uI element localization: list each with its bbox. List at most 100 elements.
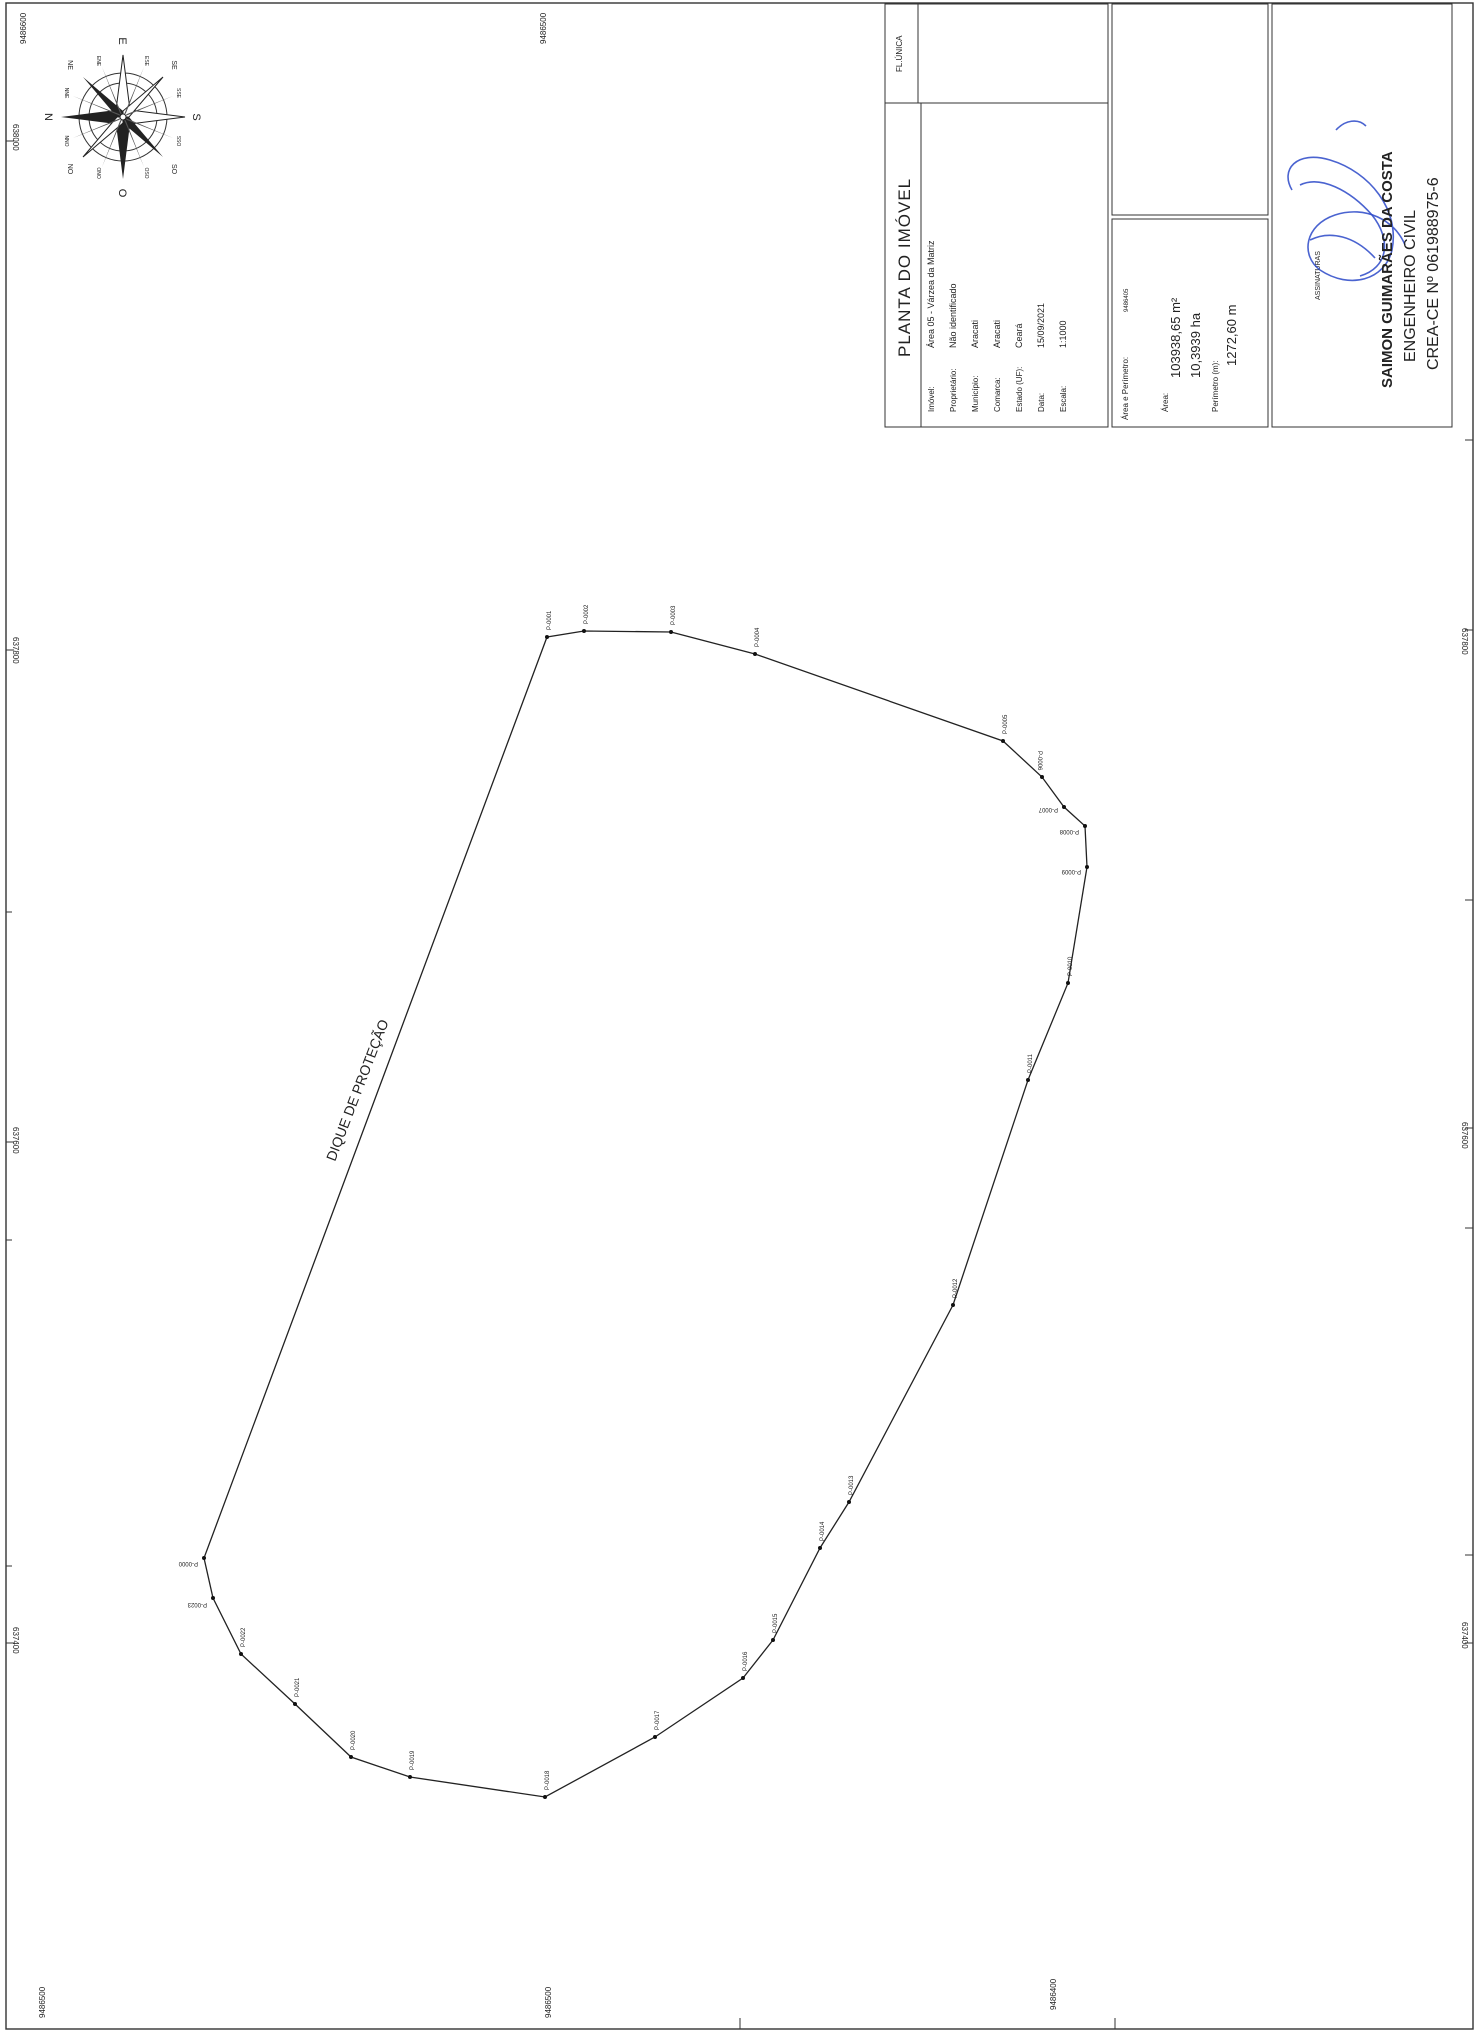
- vertex-label: P-0000: [178, 1560, 198, 1566]
- field-value-estado: Ceará: [1014, 323, 1024, 348]
- vertex-p0010: P-0010: [1066, 956, 1074, 985]
- vertex-p0000: P-0000: [178, 1556, 206, 1566]
- compass-label-n: N: [42, 113, 54, 121]
- vertex-label: P-0006: [1036, 751, 1042, 771]
- dike-label: DIQUE DE PROTEÇÃO: [323, 1017, 392, 1163]
- field-label-data: Data:: [1037, 393, 1046, 412]
- grid-label-right: 637800: [1460, 628, 1469, 655]
- title-box-main: [884, 3, 1109, 428]
- field-label-municipio: Município:: [971, 376, 980, 412]
- compass-label-so: SO: [170, 164, 177, 175]
- grid-label-top: 9486500: [539, 12, 548, 44]
- engineer-title: ENGENHEIRO CIVIL: [1402, 210, 1419, 362]
- area-header-code: 9486405: [1124, 288, 1130, 312]
- vertex-p0012: P-0012: [951, 1278, 959, 1307]
- vertex-p0007: P-0007: [1038, 805, 1066, 812]
- vertex-label: P-0023: [187, 1601, 207, 1607]
- vertex-label: P-0021: [295, 1677, 301, 1697]
- property-map: DIQUE DE PROTEÇÃO P-0001 P-0002 P-0003 P…: [178, 604, 1089, 1799]
- compass-label-nno: NNO: [63, 135, 69, 146]
- grid-label-right: 637400: [1460, 1622, 1469, 1649]
- field-label-imovel: Imóvel:: [927, 386, 936, 412]
- vertex-label: P-0002: [584, 604, 590, 624]
- engineer-name: SAIMON GUIMARÃES DA COSTA: [1378, 151, 1396, 388]
- vertex-label: P-0016: [743, 1651, 749, 1671]
- compass-label-ono: ONO: [95, 167, 101, 179]
- vertex-p0020: P-0020: [349, 1730, 357, 1759]
- vertex-label: P-0012: [953, 1278, 959, 1298]
- compass-label-no: NO: [66, 164, 73, 175]
- handwritten-signature: [1287, 120, 1406, 282]
- grid-label-left: 637800: [11, 637, 20, 664]
- vertex-label: P-0003: [671, 605, 677, 625]
- plan-title: PLANTA DO IMÓVEL: [895, 178, 914, 357]
- field-value-municipio: Aracati: [970, 320, 980, 348]
- engineer-crea: CREA-CE Nº 061988975-6: [1425, 177, 1442, 370]
- vertex-label: P-0019: [410, 1750, 416, 1770]
- vertex-p0019: P-0019: [408, 1750, 416, 1779]
- vertex-p0006: P-0006: [1036, 751, 1044, 779]
- vertex-p0011: P-0011: [1026, 1053, 1034, 1082]
- area-label: Área:: [1161, 393, 1170, 412]
- grid-label-bottom: 9486400: [1049, 1978, 1058, 2010]
- grid-label-top: 9486600: [19, 12, 28, 44]
- vertex-p0005: P-0005: [1001, 714, 1009, 743]
- field-label-estado: Estado (UF):: [1015, 367, 1024, 412]
- vertex-p0015: P-0015: [771, 1613, 779, 1642]
- vertex-label: P-0007: [1038, 806, 1058, 812]
- grid-label-left: 637600: [11, 1127, 20, 1154]
- compass-label-nne: NNE: [63, 88, 69, 99]
- vertex-label: P-0022: [241, 1627, 247, 1647]
- field-value-data: 15/09/2021: [1036, 303, 1046, 348]
- perimeter-label: Perímetro (m):: [1211, 360, 1220, 412]
- left-grid-ticks: [6, 140, 14, 1644]
- vertex-p0008: P-0008: [1059, 824, 1087, 834]
- drawing-frame: [5, 2, 1474, 2030]
- vertex-p0013: P-0013: [847, 1475, 855, 1504]
- property-boundary: [203, 630, 1088, 1798]
- perimeter-value: 1272,60 m: [1224, 305, 1239, 366]
- vertex-label: P-0011: [1028, 1053, 1034, 1073]
- compass-label-se: SE: [170, 60, 177, 70]
- vertex-p0001: P-0001: [545, 610, 553, 639]
- compass-label-ne: NE: [66, 60, 73, 70]
- vertex-p0009: P-0009: [1061, 865, 1089, 874]
- vertex-label: P-0008: [1059, 828, 1079, 834]
- field-label-escala: Escala:: [1059, 386, 1068, 412]
- compass-star-icon: [61, 54, 186, 179]
- vertex-label: P-0013: [849, 1475, 855, 1495]
- vertex-label: P-0014: [820, 1521, 826, 1541]
- right-grid-ticks: [1465, 439, 1473, 1644]
- grid-label-bottom: 9486500: [38, 1986, 47, 2018]
- field-value-comarca: Aracati: [992, 320, 1002, 348]
- vertex-p0014: P-0014: [818, 1521, 826, 1550]
- sheet-label: FL.ÚNICA: [895, 35, 904, 72]
- compass-label-oso: OSO: [143, 167, 149, 178]
- grid-label-bottom: 9486500: [544, 1986, 553, 2018]
- compass-rose: N S E O NE SE SO NO NNE ENE ESE SSE SSO …: [42, 37, 202, 197]
- field-value-proprietario: Não identificado: [948, 283, 958, 348]
- title-box-area: [1111, 218, 1269, 428]
- vertex-label: P-0017: [655, 1710, 661, 1730]
- vertex-label: P-0010: [1068, 956, 1074, 976]
- vertex-label: P-0020: [351, 1730, 357, 1750]
- compass-label-s: S: [190, 113, 202, 120]
- compass-label-ene: ENE: [95, 56, 101, 67]
- vertex-p0016: P-0016: [741, 1651, 749, 1680]
- field-value-imovel: Área 05 - Várzea da Matriz: [926, 240, 936, 348]
- grid-label-right: 637600: [1460, 1122, 1469, 1149]
- area-header: Área e Perímetro:: [1121, 357, 1130, 420]
- signatures-label: ASSINATURAS: [1315, 251, 1322, 300]
- title-block: FL.ÚNICA PLANTA DO IMÓVEL Imóvel: Área 0…: [884, 3, 1453, 428]
- vertex-label: P-0005: [1003, 714, 1009, 734]
- vertex-p0002: P-0002: [582, 604, 590, 633]
- title-box-blank: [1111, 3, 1269, 216]
- vertex-p0022: P-0022: [239, 1627, 247, 1656]
- field-label-proprietario: Proprietário:: [949, 368, 958, 412]
- field-value-escala: 1:1000: [1058, 320, 1068, 348]
- grid-label-left: 638000: [11, 124, 20, 151]
- vertex-p0018: P-0018: [543, 1770, 551, 1799]
- compass-label-ese: ESE: [143, 56, 149, 67]
- area-ha: 10,3939 ha: [1188, 312, 1203, 378]
